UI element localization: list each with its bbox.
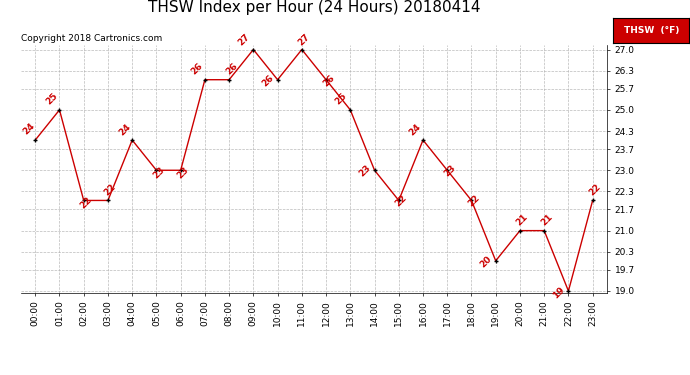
Point: [345, 107, 356, 113]
Point: [199, 77, 210, 83]
Text: 21: 21: [539, 212, 554, 228]
Text: 24: 24: [21, 121, 37, 136]
Point: [78, 198, 89, 204]
Text: 22: 22: [103, 182, 118, 197]
Text: 22: 22: [466, 194, 482, 209]
Text: 22: 22: [587, 182, 602, 197]
Text: 19: 19: [551, 285, 566, 300]
Point: [563, 288, 574, 294]
Text: 26: 26: [189, 62, 204, 77]
Point: [248, 46, 259, 53]
Text: 27: 27: [297, 32, 312, 47]
Point: [175, 167, 186, 173]
Point: [442, 167, 453, 173]
Text: Copyright 2018 Cartronics.com: Copyright 2018 Cartronics.com: [21, 33, 162, 42]
Text: 26: 26: [224, 62, 239, 77]
Point: [515, 228, 526, 234]
Point: [587, 198, 598, 204]
Text: 20: 20: [478, 255, 493, 270]
Text: 26: 26: [321, 73, 336, 88]
Text: 24: 24: [407, 122, 422, 137]
Point: [490, 258, 501, 264]
Point: [30, 137, 41, 143]
Point: [539, 228, 550, 234]
Text: 23: 23: [357, 164, 373, 179]
Point: [151, 167, 162, 173]
Text: 22: 22: [79, 195, 94, 210]
Point: [393, 198, 404, 204]
Text: 26: 26: [260, 73, 275, 88]
Text: 23: 23: [442, 164, 457, 179]
Text: 23: 23: [151, 165, 166, 180]
Point: [102, 198, 113, 204]
Point: [321, 77, 332, 83]
Point: [272, 77, 283, 83]
Point: [54, 107, 65, 113]
Point: [224, 77, 235, 83]
Text: 22: 22: [393, 194, 408, 209]
Point: [127, 137, 138, 143]
Text: 27: 27: [236, 32, 251, 47]
Point: [417, 137, 428, 143]
Point: [296, 46, 307, 53]
Text: 21: 21: [515, 212, 530, 228]
Text: 25: 25: [333, 92, 348, 107]
Title: THSW Index per Hour (24 Hours) 20180414: THSW Index per Hour (24 Hours) 20180414: [148, 0, 480, 15]
Point: [466, 198, 477, 204]
Text: 23: 23: [175, 165, 190, 180]
Text: 24: 24: [117, 122, 132, 137]
Text: 25: 25: [45, 91, 60, 106]
Point: [369, 167, 380, 173]
